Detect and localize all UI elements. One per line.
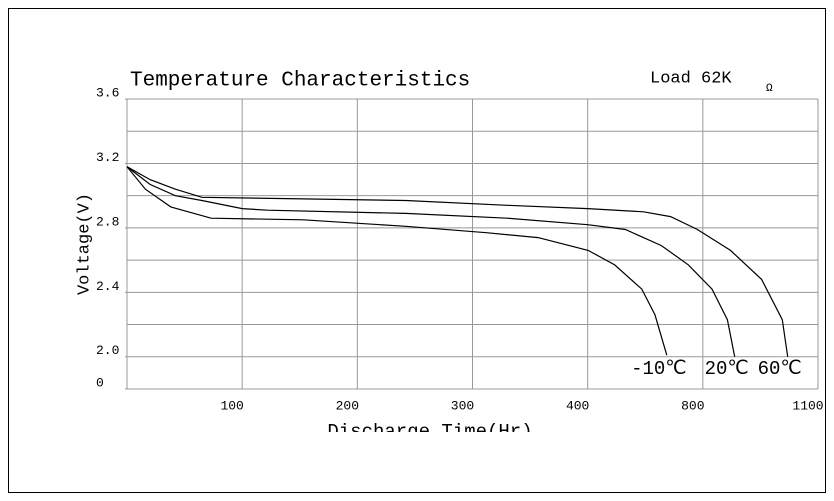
x-tick-label: 800 <box>681 398 704 413</box>
series-line <box>126 166 736 357</box>
y-tick-label: 2.0 <box>96 343 119 358</box>
y-tick-label: 0 <box>96 375 104 390</box>
series-line <box>126 166 789 357</box>
x-tick-label: 400 <box>566 398 589 413</box>
x-tick-label: 1100 <box>792 398 823 413</box>
load-label: Load 62K <box>650 69 732 88</box>
frame <box>8 8 826 493</box>
y-tick-label: 3.2 <box>96 150 119 165</box>
x-tick-label: 100 <box>220 398 243 413</box>
y-tick-label: 3.6 <box>96 85 119 100</box>
legend-label: 20℃ <box>705 358 749 380</box>
y-axis-label: Voltage(V) <box>75 193 94 295</box>
x-tick-label: 200 <box>336 398 359 413</box>
series-line <box>126 166 668 356</box>
y-tick-label: 2.4 <box>96 279 120 294</box>
x-axis-label: Discharge Time(Hr) <box>327 421 532 443</box>
legend-label: 60℃ <box>758 358 802 380</box>
legend-label: -10℃ <box>631 358 687 380</box>
chart-title: Temperature Characteristics <box>130 70 470 93</box>
y-tick-label: 2.8 <box>96 214 119 229</box>
load-subscript: Ω <box>766 83 773 95</box>
x-tick-label: 300 <box>451 398 474 413</box>
